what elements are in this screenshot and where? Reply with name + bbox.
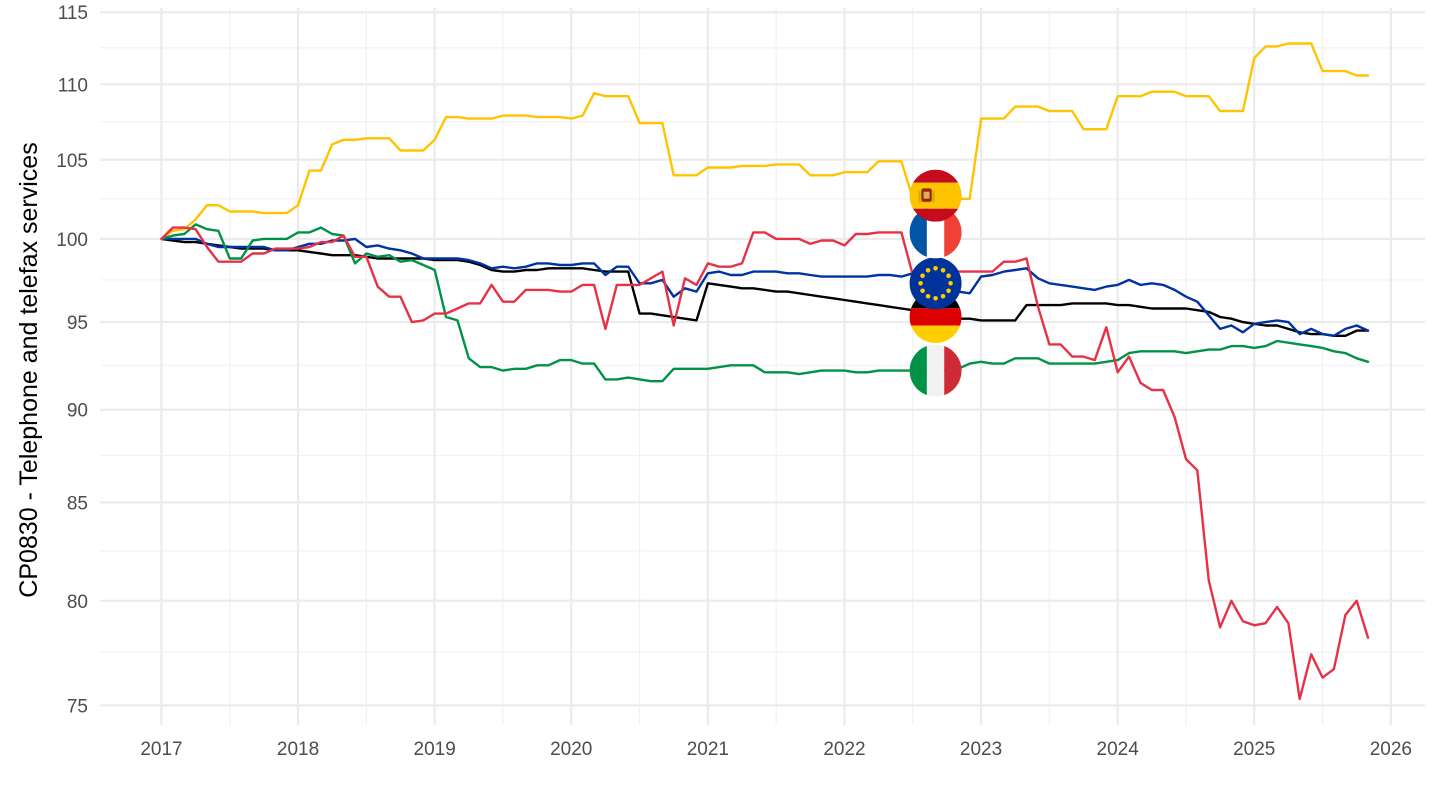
x-tick-label: 2021	[687, 739, 729, 760]
grid	[100, 8, 1425, 725]
y-tick-label: 95	[67, 313, 88, 334]
y-tick-label: 90	[67, 401, 88, 422]
series-lines	[160, 42, 1370, 701]
x-tick-label: 2019	[414, 739, 456, 760]
series-line-germany	[160, 226, 1370, 701]
euro-area-flag-icon	[909, 257, 962, 310]
x-tick-label: 2025	[1233, 739, 1275, 760]
y-tick-label: 110	[58, 75, 88, 96]
spain-flag-icon	[909, 169, 962, 222]
x-axis: 2017 2018 2019 2020 2021 2022 2023 2024 2025 2026	[140, 739, 1412, 760]
y-tick-label: 115	[58, 3, 88, 24]
x-tick-label: 2022	[823, 739, 865, 760]
x-tick-label: 2023	[960, 739, 1002, 760]
france-flag-icon	[909, 206, 962, 259]
y-tick-label: 80	[67, 592, 88, 613]
y-axis: 75 80 85 90 95 100 105 110 115	[56, 3, 88, 717]
x-tick-label: 2018	[277, 739, 319, 760]
y-tick-label: 105	[56, 151, 88, 172]
x-tick-label: 2020	[550, 739, 592, 760]
y-axis-title: CP0830 - Telephone and telefax services	[15, 142, 43, 597]
series-line-italy	[160, 223, 1370, 383]
x-tick-label: 2024	[1097, 739, 1140, 760]
y-tick-label: 75	[67, 696, 88, 717]
flag-markers	[909, 169, 962, 397]
x-tick-label: 2026	[1370, 739, 1412, 760]
italy-flag-icon	[909, 344, 962, 397]
series-line-spain	[160, 42, 1370, 241]
series-line-france	[160, 237, 1370, 337]
y-tick-label: 85	[67, 493, 88, 514]
x-tick-label: 2017	[140, 739, 182, 760]
y-tick-label: 100	[56, 230, 88, 251]
